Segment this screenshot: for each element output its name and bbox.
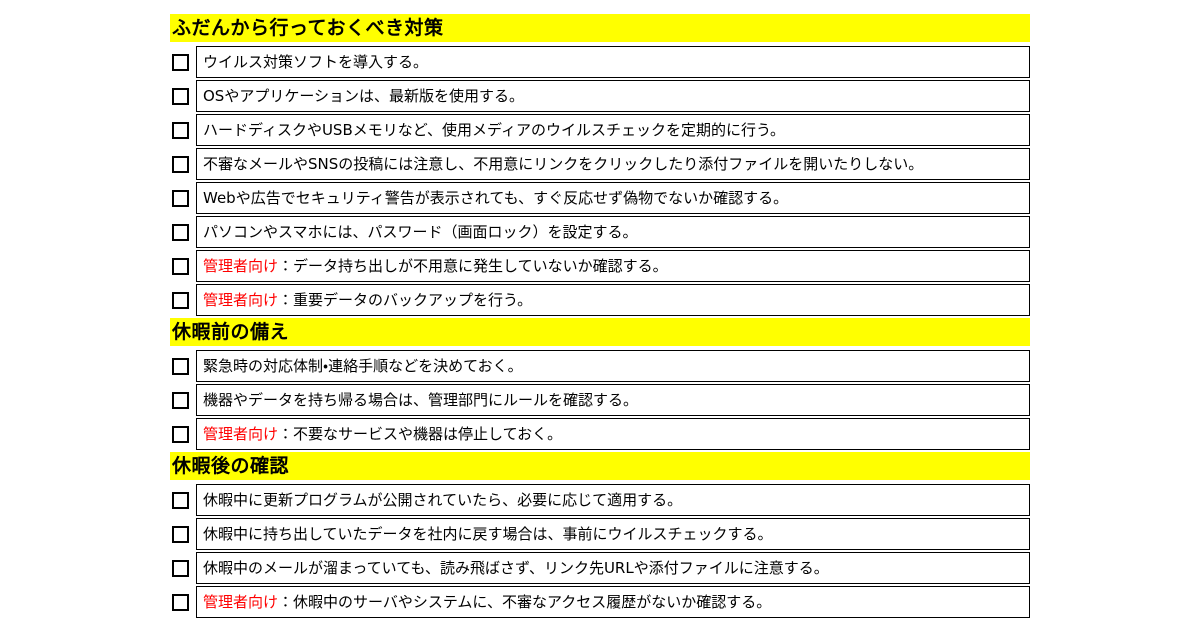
checklist-row: 不審なメールやSNSの投稿には注意し、不用意にリンクをクリックしたり添付ファイル…	[170, 148, 1030, 180]
checkbox[interactable]	[172, 257, 189, 275]
checkbox[interactable]	[172, 357, 189, 375]
checklist-row: 管理者向け：不要なサービスや機器は停止しておく。	[170, 418, 1030, 450]
item-cell: 休暇中に持ち出していたデータを社内に戻す場合は、事前にウイルスチェックする。	[196, 518, 1030, 550]
item-cell: 管理者向け：不要なサービスや機器は停止しておく。	[196, 418, 1030, 450]
checklist-row: 休暇中に更新プログラムが公開されていたら、必要に応じて適用する。	[170, 484, 1030, 516]
item-cell: 管理者向け：データ持ち出しが不用意に発生していないか確認する。	[196, 250, 1030, 282]
admin-prefix: 管理者向け	[203, 593, 279, 611]
checkbox[interactable]	[172, 155, 189, 173]
admin-prefix: 管理者向け	[203, 425, 279, 443]
item-text: パソコンやスマホには、パスワード（画面ロック）を設定する。	[203, 223, 638, 241]
checklist-row: 管理者向け：重要データのバックアップを行う。	[170, 284, 1030, 316]
checklist-section: ふだんから行っておくべき対策 ウイルス対策ソフトを導入する。 OSやアプリケーシ…	[170, 14, 1030, 316]
checklist-row: 緊急時の対応体制・連絡手順などを決めておく。	[170, 350, 1030, 382]
checklist-row: OSやアプリケーションは、最新版を使用する。	[170, 80, 1030, 112]
item-text: 機器やデータを持ち帰る場合は、管理部門にルールを確認する。	[203, 391, 639, 409]
item-cell: Webや広告でセキュリティ警告が表示されても、すぐ反応せず偽物でないか確認する。	[196, 182, 1030, 214]
section-rows: 緊急時の対応体制・連絡手順などを決めておく。 機器やデータを持ち帰る場合は、管理…	[170, 350, 1030, 450]
checklist-row: ウイルス対策ソフトを導入する。	[170, 46, 1030, 78]
checkbox[interactable]	[172, 87, 189, 105]
section-title: 休暇前の備え	[170, 318, 1030, 346]
item-cell: 機器やデータを持ち帰る場合は、管理部門にルールを確認する。	[196, 384, 1030, 416]
item-text: 休暇中に持ち出していたデータを社内に戻す場合は、事前にウイルスチェックする。	[203, 525, 773, 543]
item-cell: ハードディスクやUSBメモリなど、使用メディアのウイルスチェックを定期的に行う。	[196, 114, 1030, 146]
checkbox[interactable]	[172, 425, 189, 443]
checkbox[interactable]	[172, 223, 189, 241]
checklist-row: 管理者向け：休暇中のサーバやシステムに、不審なアクセス履歴がないか確認する。	[170, 586, 1030, 618]
item-text: ウイルス対策ソフトを導入する。	[203, 53, 429, 71]
admin-prefix: 管理者向け	[203, 257, 279, 275]
checkbox[interactable]	[172, 559, 189, 577]
item-cell: OSやアプリケーションは、最新版を使用する。	[196, 80, 1030, 112]
item-text: 休暇中のメールが溜まっていても、読み飛ばさず、リンク先URLや添付ファイルに注意…	[203, 559, 829, 577]
item-cell: 管理者向け：休暇中のサーバやシステムに、不審なアクセス履歴がないか確認する。	[196, 586, 1030, 618]
checkbox[interactable]	[172, 189, 189, 207]
checkbox[interactable]	[172, 53, 189, 71]
item-cell: ウイルス対策ソフトを導入する。	[196, 46, 1030, 78]
item-text: OSやアプリケーションは、最新版を使用する。	[203, 87, 525, 105]
checklist-row: ハードディスクやUSBメモリなど、使用メディアのウイルスチェックを定期的に行う。	[170, 114, 1030, 146]
item-text: ハードディスクやUSBメモリなど、使用メディアのウイルスチェックを定期的に行う。	[203, 121, 786, 139]
item-cell: 緊急時の対応体制・連絡手順などを決めておく。	[196, 350, 1030, 382]
admin-prefix: 管理者向け	[203, 291, 279, 309]
section-title: 休暇後の確認	[170, 452, 1030, 480]
item-text: 休暇中に更新プログラムが公開されていたら、必要に応じて適用する。	[203, 491, 683, 509]
item-text: Webや広告でセキュリティ警告が表示されても、すぐ反応せず偽物でないか確認する。	[203, 189, 789, 207]
section-rows: ウイルス対策ソフトを導入する。 OSやアプリケーションは、最新版を使用する。 ハ…	[170, 46, 1030, 316]
checkbox[interactable]	[172, 121, 189, 139]
item-cell: パソコンやスマホには、パスワード（画面ロック）を設定する。	[196, 216, 1030, 248]
checklist-section: 休暇前の備え 緊急時の対応体制・連絡手順などを決めておく。 機器やデータを持ち帰…	[170, 318, 1030, 450]
item-text: ：データ持ち出しが不用意に発生していないか確認する。	[278, 257, 668, 275]
checklist: ふだんから行っておくべき対策 ウイルス対策ソフトを導入する。 OSやアプリケーシ…	[170, 14, 1030, 620]
section-rows: 休暇中に更新プログラムが公開されていたら、必要に応じて適用する。 休暇中に持ち出…	[170, 484, 1030, 618]
checklist-row: Webや広告でセキュリティ警告が表示されても、すぐ反応せず偽物でないか確認する。	[170, 182, 1030, 214]
item-text: 緊急時の対応体制・連絡手順などを決めておく。	[203, 357, 523, 375]
checkbox[interactable]	[172, 593, 189, 611]
item-cell: 不審なメールやSNSの投稿には注意し、不用意にリンクをクリックしたり添付ファイル…	[196, 148, 1030, 180]
checklist-section: 休暇後の確認 休暇中に更新プログラムが公開されていたら、必要に応じて適用する。 …	[170, 452, 1030, 618]
item-cell: 管理者向け：重要データのバックアップを行う。	[196, 284, 1030, 316]
item-text: ：不要なサービスや機器は停止しておく。	[278, 425, 563, 443]
checklist-row: パソコンやスマホには、パスワード（画面ロック）を設定する。	[170, 216, 1030, 248]
checklist-row: 休暇中のメールが溜まっていても、読み飛ばさず、リンク先URLや添付ファイルに注意…	[170, 552, 1030, 584]
checkbox[interactable]	[172, 291, 189, 309]
item-text: ：重要データのバックアップを行う。	[278, 291, 533, 309]
checklist-row: 休暇中に持ち出していたデータを社内に戻す場合は、事前にウイルスチェックする。	[170, 518, 1030, 550]
item-cell: 休暇中に更新プログラムが公開されていたら、必要に応じて適用する。	[196, 484, 1030, 516]
checkbox[interactable]	[172, 391, 189, 409]
checklist-row: 機器やデータを持ち帰る場合は、管理部門にルールを確認する。	[170, 384, 1030, 416]
section-title: ふだんから行っておくべき対策	[170, 14, 1030, 42]
checkbox[interactable]	[172, 525, 189, 543]
item-cell: 休暇中のメールが溜まっていても、読み飛ばさず、リンク先URLや添付ファイルに注意…	[196, 552, 1030, 584]
item-text: ：休暇中のサーバやシステムに、不審なアクセス履歴がないか確認する。	[278, 593, 772, 611]
item-text: 不審なメールやSNSの投稿には注意し、不用意にリンクをクリックしたり添付ファイル…	[203, 155, 924, 173]
checklist-row: 管理者向け：データ持ち出しが不用意に発生していないか確認する。	[170, 250, 1030, 282]
checkbox[interactable]	[172, 491, 189, 509]
